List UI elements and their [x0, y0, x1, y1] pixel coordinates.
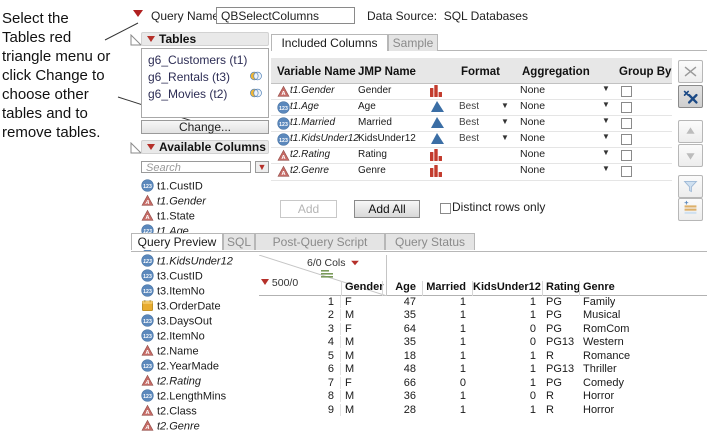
svg-text:123: 123: [143, 394, 152, 400]
svg-text:123: 123: [143, 319, 152, 325]
svg-text:A: A: [144, 380, 149, 386]
svg-text:123: 123: [279, 138, 288, 144]
svg-text:123: 123: [143, 334, 152, 340]
svg-text:123: 123: [143, 364, 152, 370]
svg-text:123: 123: [143, 259, 152, 265]
svg-text:123: 123: [279, 121, 288, 127]
svg-text:123: 123: [279, 105, 288, 111]
svg-text:123: 123: [143, 274, 152, 280]
svg-text:123: 123: [143, 184, 152, 190]
svg-text:A: A: [144, 425, 149, 431]
svg-text:A: A: [144, 200, 149, 206]
svg-text:123: 123: [143, 289, 152, 295]
